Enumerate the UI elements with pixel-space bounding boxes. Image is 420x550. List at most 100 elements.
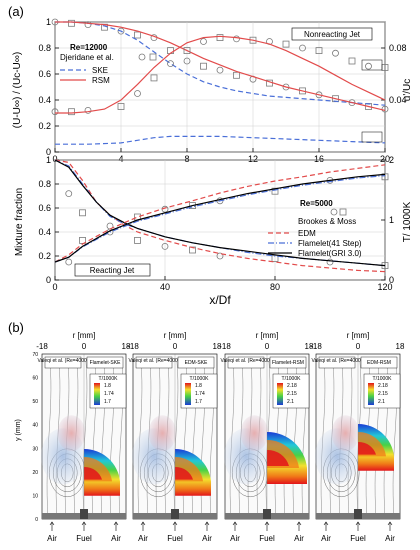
legend-value: 1.8 bbox=[104, 383, 111, 389]
r-tick-label: 0 bbox=[356, 342, 361, 351]
r-tick-label: 0 bbox=[82, 342, 87, 351]
r-tick-label: 18 bbox=[213, 342, 222, 351]
r-tick-label: -18 bbox=[219, 342, 231, 351]
series-line-rsm bbox=[55, 35, 386, 114]
inflow-arrowhead bbox=[232, 521, 238, 526]
model-tag: EDM-RSM bbox=[367, 360, 391, 366]
inflow-arrowhead bbox=[81, 521, 87, 526]
data-point bbox=[348, 57, 356, 65]
data-point bbox=[65, 190, 73, 198]
data-point bbox=[117, 103, 125, 110]
experimental-hot-zone bbox=[148, 415, 177, 452]
tag-box bbox=[318, 356, 356, 369]
x-tick-label: 0 bbox=[52, 282, 57, 292]
inflow-arrowhead bbox=[204, 521, 210, 526]
y-axis-right-label: T/ 1000K bbox=[402, 201, 413, 242]
y-tick-label-left: 0.8 bbox=[38, 43, 51, 53]
data-point bbox=[167, 60, 174, 67]
data-point bbox=[216, 252, 224, 260]
data-point bbox=[233, 71, 240, 79]
y-tick-label-right: 2 bbox=[389, 155, 394, 165]
data-point bbox=[79, 209, 86, 217]
legend-value: 1.74 bbox=[195, 391, 205, 397]
legend-value: 2.18 bbox=[287, 383, 297, 389]
flame-core-hot bbox=[175, 466, 193, 480]
data-point bbox=[348, 99, 356, 106]
legend-value: 1.8 bbox=[195, 383, 202, 389]
experimental-hot-zone bbox=[240, 415, 269, 452]
r-tick-label: -18 bbox=[310, 342, 322, 351]
y-tick-label-left: 0 bbox=[46, 147, 51, 157]
legend-label-flamelet-41: Flamelet(41 Step) bbox=[298, 239, 362, 248]
legend-marker-square bbox=[149, 53, 157, 61]
legend-marker-square bbox=[339, 208, 347, 216]
callout-box bbox=[361, 59, 383, 71]
y-tick-label-left: 0.2 bbox=[38, 121, 51, 131]
tag-box bbox=[44, 356, 82, 369]
x-axis-label: x/Df bbox=[209, 293, 231, 307]
y-tick-label: 30 bbox=[32, 446, 38, 452]
inflow-label: Air bbox=[385, 534, 395, 543]
data-point bbox=[183, 47, 191, 54]
y-tick-label-left: 0.4 bbox=[38, 95, 51, 105]
x-tick-label: 16 bbox=[314, 154, 324, 164]
x-tick-label: 120 bbox=[377, 282, 392, 292]
series-line-flamelet-41-step bbox=[54, 175, 386, 263]
x-tick-label: 80 bbox=[270, 282, 280, 292]
r-axis-label: r [mm] bbox=[256, 331, 279, 340]
streamline bbox=[46, 361, 52, 520]
y-tick-label-left: 0 bbox=[46, 275, 51, 285]
inflow-arrowhead bbox=[172, 521, 178, 526]
r-tick-label: 0 bbox=[265, 342, 270, 351]
data-point bbox=[282, 40, 290, 48]
y-tick-label: 40 bbox=[32, 423, 38, 429]
data-point bbox=[183, 57, 191, 65]
data-point bbox=[68, 108, 75, 116]
data-point bbox=[65, 258, 73, 266]
y-tick-label-right: 0.04 bbox=[389, 95, 407, 105]
inflow-label: Fuel bbox=[76, 534, 92, 543]
tag-box bbox=[135, 356, 173, 369]
grid bbox=[54, 21, 386, 153]
annotation-box bbox=[291, 27, 373, 41]
inflow-label: Fuel bbox=[350, 534, 366, 543]
experimental-hot-zone bbox=[57, 415, 86, 452]
inflow-arrowhead bbox=[387, 521, 393, 526]
legend-colorbar bbox=[185, 383, 191, 405]
r-tick-label: -18 bbox=[127, 342, 139, 351]
y-axis-label: y (mm) bbox=[15, 419, 22, 441]
inflow-label: Fuel bbox=[167, 534, 183, 543]
r-axis-label: r [mm] bbox=[73, 331, 96, 340]
x-tick-label: 8 bbox=[184, 154, 189, 164]
x-tick-label: 4 bbox=[118, 154, 123, 164]
data-point bbox=[150, 74, 158, 82]
legend-title: T/1000K bbox=[190, 376, 210, 382]
contour-panel: r [mm] -18 0 18 Valeqi et al. (Re=4000) EDM-R… bbox=[310, 331, 405, 543]
y-tick-label-right: 0 bbox=[389, 275, 394, 285]
y-tick-label-left: 0.8 bbox=[38, 179, 51, 189]
data-point bbox=[84, 21, 92, 29]
y-tick-label-right: 1 bbox=[389, 215, 394, 225]
x-tick-label: 20 bbox=[380, 154, 390, 164]
series-line-ske bbox=[55, 135, 386, 145]
legend-label-brookes: Brookes & Moss bbox=[298, 217, 356, 226]
data-point bbox=[299, 44, 306, 52]
data-point bbox=[134, 236, 141, 244]
streamline bbox=[320, 361, 326, 520]
legend: Re=5000 Brookes & Moss EDM Flamelet(41 S… bbox=[268, 199, 362, 258]
model-tag: Flamelet-SKE bbox=[90, 360, 122, 366]
legend-value: 1.7 bbox=[195, 399, 202, 405]
y-tick-label: 60 bbox=[32, 376, 38, 382]
y-tick-label-left: 0.6 bbox=[38, 69, 51, 79]
r-tick-label: 18 bbox=[396, 342, 405, 351]
inflow-arrowhead bbox=[296, 521, 302, 526]
legend-value: 2.1 bbox=[378, 399, 385, 405]
legend: Re=12000 Djeridane et al. SKE RSM bbox=[60, 43, 157, 85]
y-tick-label-left: 0.4 bbox=[38, 227, 51, 237]
y-tick-label-left: 0.2 bbox=[38, 251, 51, 261]
legend-value: 2.1 bbox=[287, 399, 294, 405]
annotation-nonreacting: Nonreacting Jet bbox=[304, 30, 361, 39]
y-tick-label: 0 bbox=[35, 517, 38, 523]
legend-label-rsm: RSM bbox=[92, 76, 110, 85]
inflow-label: Air bbox=[202, 534, 212, 543]
